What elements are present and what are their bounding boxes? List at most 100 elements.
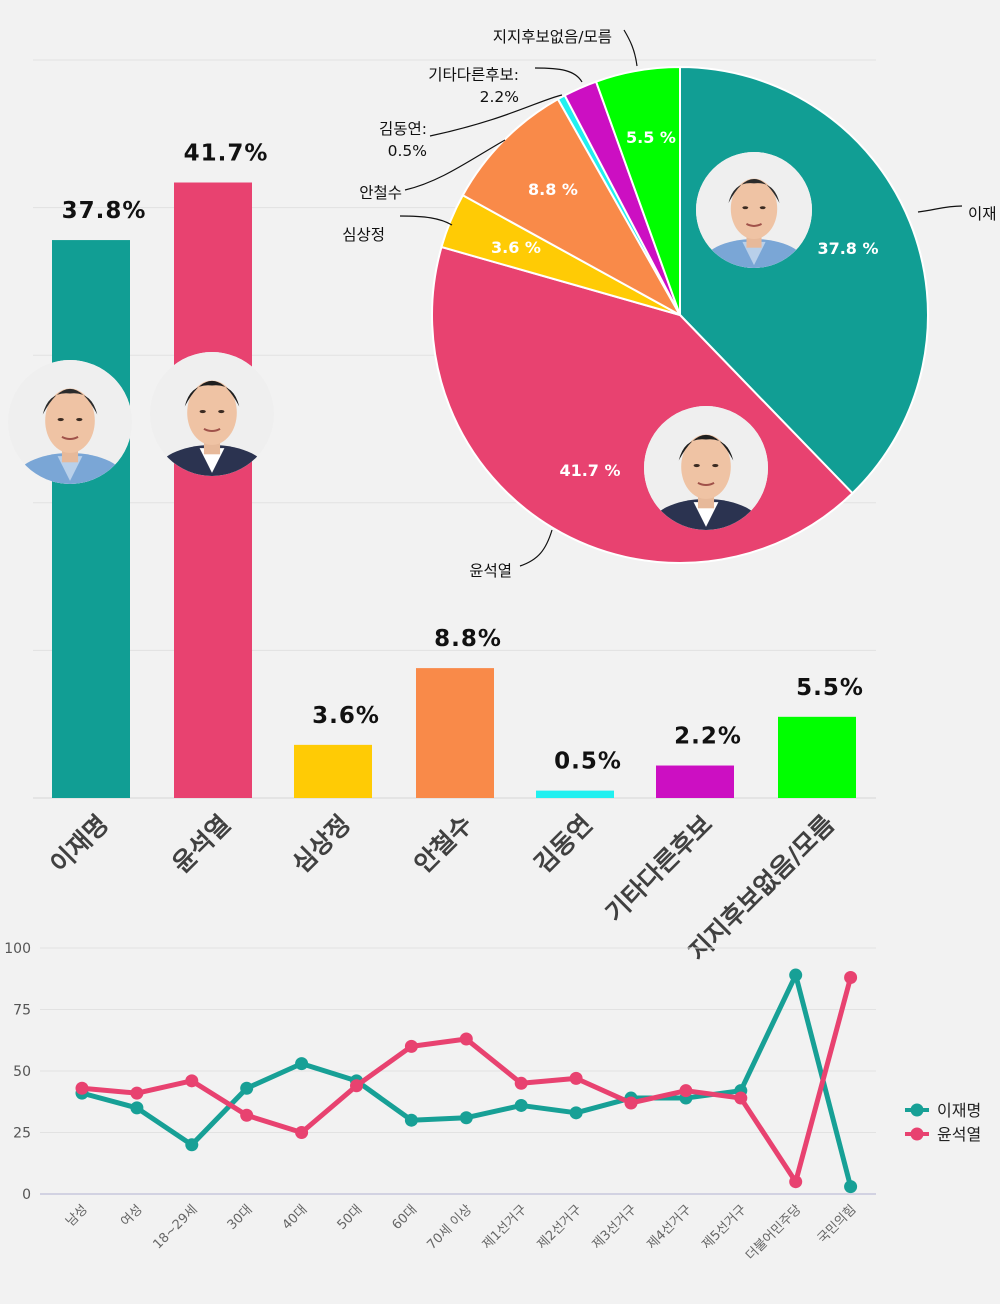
pie-callout-line [917,205,963,213]
bar-data-label: 0.5% [554,749,622,775]
portrait-mouth [745,223,763,227]
pie-slice-label: 5.5 % [626,128,676,147]
bar [778,716,856,798]
pie-callout-line [429,94,563,137]
portrait-eye [76,417,83,422]
pie-slice-label: 37.8 % [817,239,878,258]
portrait [150,352,274,476]
pie-callout-label: 0.5% [388,142,427,160]
data-point [130,1101,144,1115]
legend-label: 이재명 [937,1101,981,1120]
pie-callout-label: 안철수 [359,184,402,202]
bar [656,765,734,798]
data-point [295,1126,309,1139]
pie-callout-label: 지지후보없음/모름 [493,28,612,46]
data-point [459,1032,473,1046]
x-tick-label: 제1선거구 [480,1202,530,1252]
portrait-eye [218,409,225,414]
y-tick-label: 0 [22,1187,31,1203]
pie-callout-line [519,529,553,567]
pie-callout-label: 이재 [968,205,997,223]
portrait-face [681,434,731,500]
data-point [240,1081,254,1095]
data-point [569,1106,583,1120]
portrait [644,406,768,530]
data-point [624,1096,638,1110]
data-point [404,1039,418,1053]
data-point [789,1175,803,1189]
data-point [789,968,803,982]
portrait-eye [693,463,700,468]
data-point [844,1180,858,1194]
bar-data-label: 37.8% [62,198,147,224]
portrait-eye [57,417,64,422]
x-tick-label: 국민의힘 [815,1202,859,1246]
pie-callout-label: 윤석열 [469,562,512,580]
bar-category-label: 김동연 [529,809,598,878]
bar-data-label: 3.6% [312,703,380,729]
pie-callout-label: 김동연: [379,120,427,138]
pie-callout-label: 심상정 [342,226,385,244]
bar-category-label: 심상정 [287,809,356,878]
portrait [696,152,812,268]
portrait-eye [742,206,749,210]
pie-slice-label: 8.8 % [528,180,578,199]
portrait [8,360,132,484]
portrait-mouth [697,481,715,487]
portrait-hair [42,388,98,415]
bar-data-label: 8.8% [434,626,502,652]
portrait-eye [199,409,206,414]
pie-callout-line [534,67,583,83]
legend-label: 윤석열 [937,1125,981,1144]
y-tick-label: 100 [4,941,31,957]
x-tick-label: 제4선거구 [644,1202,694,1252]
bar-data-label: 41.7% [184,141,269,167]
data-point [185,1074,199,1088]
x-tick-label: 18~29세 [150,1202,200,1252]
x-tick-label: 제2선거구 [535,1202,585,1252]
x-tick-label: 제3선거구 [590,1202,640,1252]
portrait-eye [712,463,719,468]
portrait-face [187,380,237,446]
pie-callout-line [623,29,638,67]
data-point [459,1111,473,1125]
x-tick-label: 50대 [335,1202,366,1233]
portrait-hair [728,178,780,204]
bar-category-label: 윤석열 [167,809,236,878]
bar [52,240,130,798]
data-point [75,1081,89,1095]
x-tick-label: 40대 [280,1202,311,1233]
portrait-face [45,388,95,454]
bar [294,744,372,798]
legend-swatch-marker [910,1127,924,1141]
x-tick-label: 남성 [63,1202,91,1230]
portrait-face [730,178,778,239]
data-point [844,971,858,985]
data-point [240,1108,254,1122]
bar [536,790,614,798]
data-point [295,1057,309,1071]
portrait-mouth [203,427,221,433]
bar-data-label: 2.2% [674,724,742,750]
pie-slice-label: 41.7 % [559,461,620,480]
pie-callout-label: 기타다른후보: [428,66,519,84]
portrait-hair [678,434,734,461]
bar-category-label: 안철수 [409,809,478,878]
data-point [514,1076,528,1090]
pie-callout-line [404,139,506,191]
bar-category-label: 이재명 [45,809,114,878]
bar-category-label: 기타다른후보 [600,809,718,927]
portrait-mouth [61,435,79,441]
pie-slice-label: 3.6 % [491,238,541,257]
pie-callout-line [399,215,453,226]
data-point [679,1084,693,1098]
data-point [185,1138,199,1152]
bar [416,668,494,798]
pie-callout-label: 2.2% [480,88,519,106]
portrait-layer [8,152,812,530]
y-tick-label: 50 [13,1064,31,1080]
data-point [404,1113,418,1127]
x-tick-label: 30대 [225,1202,256,1233]
y-tick-label: 25 [13,1126,31,1142]
